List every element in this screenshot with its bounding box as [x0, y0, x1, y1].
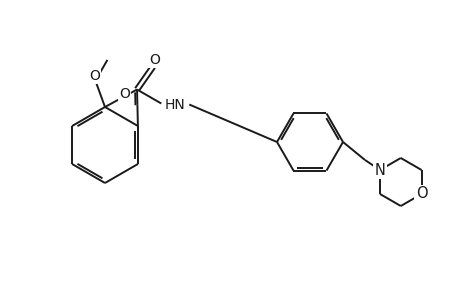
Text: O: O: [119, 87, 130, 101]
Text: HN: HN: [164, 98, 185, 112]
Text: O: O: [149, 52, 160, 67]
Text: N: N: [374, 163, 385, 178]
Text: O: O: [89, 69, 100, 83]
Text: N: N: [374, 163, 385, 178]
Text: O: O: [415, 187, 426, 202]
